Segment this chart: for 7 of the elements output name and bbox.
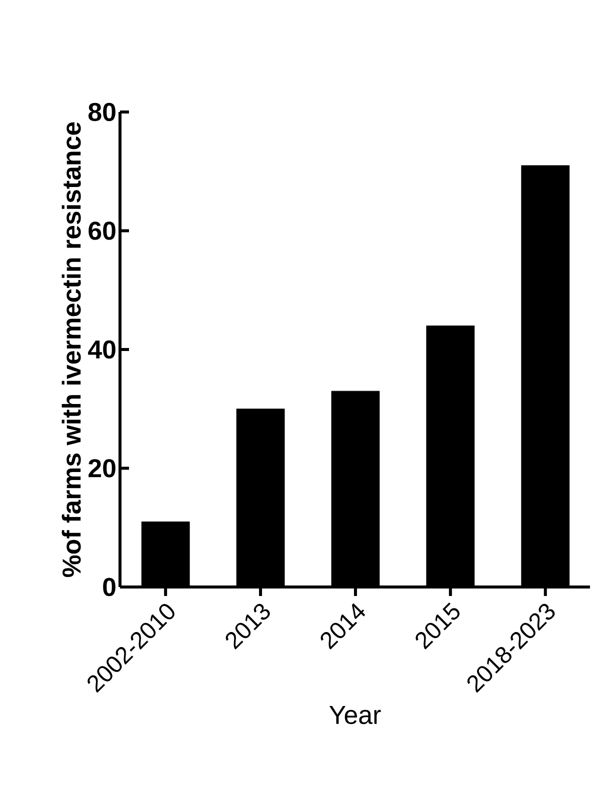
y-tick-label: 60 bbox=[88, 222, 116, 240]
y-tick-label: 0 bbox=[103, 578, 116, 596]
y-tick-label: 20 bbox=[88, 459, 116, 478]
y-tick-label: 40 bbox=[88, 340, 116, 359]
x-axis-title: Year bbox=[329, 706, 381, 724]
y-tick-label: 80 bbox=[88, 102, 116, 122]
y-axis-title: %of farms with ivermectin resistance bbox=[62, 122, 81, 578]
